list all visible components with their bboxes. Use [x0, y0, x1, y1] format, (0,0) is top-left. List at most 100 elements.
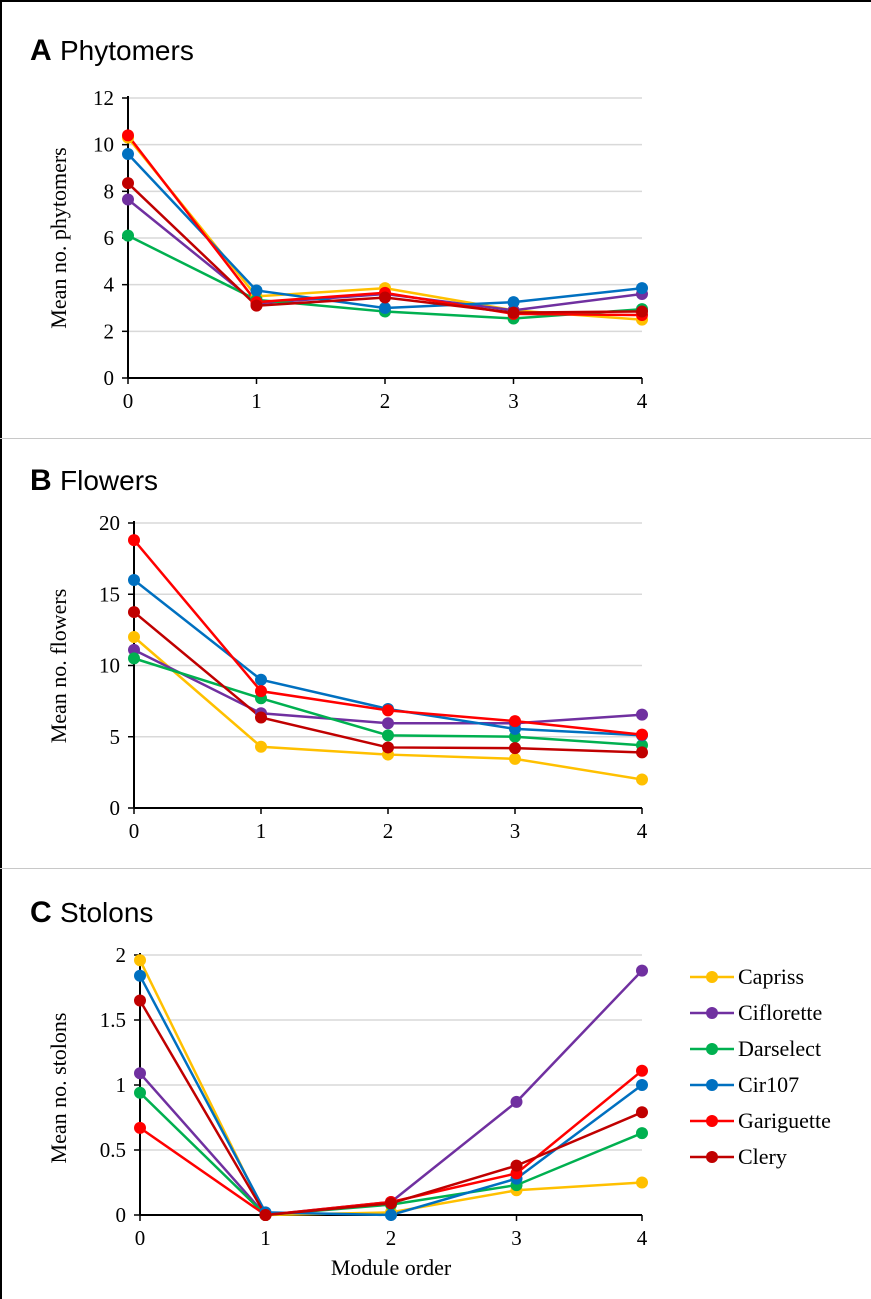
data-point-clery	[250, 299, 263, 312]
data-point-ciflorette	[636, 708, 648, 721]
y-tick-label: 20	[99, 511, 120, 535]
data-point-ciflorette	[128, 643, 140, 656]
y-tick-label: 0.5	[100, 1138, 126, 1162]
panel-letter: B	[30, 464, 52, 497]
y-tick-label: 1	[116, 1073, 127, 1097]
y-axis-label: Mean no. phytomers	[46, 147, 71, 328]
x-tick-label: 3	[508, 389, 519, 413]
x-tick-label: 4	[637, 1226, 648, 1250]
data-point-clery	[259, 1209, 272, 1221]
data-point-gariguette	[636, 728, 648, 741]
data-point-clery	[128, 606, 140, 619]
y-axis-label: Mean no. flowers	[46, 589, 71, 744]
data-point-capriss	[134, 954, 146, 967]
data-point-capriss	[636, 773, 648, 786]
panel-title: Phytomers	[60, 35, 194, 66]
legend-label: Gariguette	[738, 1108, 831, 1133]
data-point-gariguette	[128, 534, 140, 547]
data-point-cir107	[128, 574, 140, 586]
panel-letter: C	[30, 896, 52, 929]
data-point-ciflorette	[122, 193, 134, 206]
data-point-ciflorette	[382, 717, 394, 730]
y-tick-label: 10	[93, 133, 114, 157]
data-point-cir107	[250, 284, 263, 297]
x-tick-label: 4	[637, 389, 648, 413]
x-tick-label: 1	[260, 1226, 271, 1250]
legend-label: Capriss	[738, 964, 804, 989]
data-point-clery	[385, 1197, 397, 1210]
y-tick-label: 5	[110, 725, 121, 749]
y-tick-label: 2	[116, 943, 127, 967]
series-line-gariguette	[139, 1069, 643, 1217]
y-tick-label: 15	[99, 582, 120, 606]
legend-label: Ciflorette	[738, 1000, 822, 1025]
data-point-capriss	[509, 752, 521, 765]
data-point-cir107	[122, 148, 134, 160]
x-tick-label: 3	[510, 819, 521, 843]
data-point-clery	[255, 711, 267, 724]
data-point-darselect	[382, 729, 394, 742]
data-point-gariguette	[255, 685, 267, 698]
data-point-capriss	[255, 740, 267, 753]
panel-divider	[0, 438, 871, 439]
panel-letter: A	[30, 34, 52, 67]
y-axis-label: Mean no. stolons	[46, 1013, 71, 1164]
data-point-cir107	[636, 282, 648, 295]
data-point-gariguette	[636, 1064, 648, 1077]
x-tick-label: 0	[123, 389, 134, 413]
data-point-capriss	[636, 1176, 648, 1189]
legend-marker	[706, 971, 718, 983]
data-point-gariguette	[509, 715, 521, 728]
data-point-ciflorette	[636, 964, 648, 977]
data-point-cir107	[255, 673, 267, 686]
data-point-darselect	[636, 1127, 648, 1140]
y-tick-label: 0	[110, 796, 121, 820]
legend-marker	[706, 1079, 718, 1091]
data-point-cir107	[385, 1209, 397, 1221]
panel-title: Stolons	[60, 897, 153, 928]
x-tick-label: 0	[135, 1226, 146, 1250]
y-tick-label: 0	[116, 1203, 127, 1227]
data-point-darselect	[134, 1086, 146, 1099]
x-tick-label: 2	[383, 819, 394, 843]
y-tick-label: 1.5	[100, 1008, 126, 1032]
x-tick-label: 2	[386, 1226, 397, 1250]
x-tick-label: 4	[637, 819, 648, 843]
legend-marker	[706, 1151, 718, 1163]
panel-title: Flowers	[60, 465, 158, 496]
data-point-cir107	[507, 296, 520, 309]
legend-label: Clery	[738, 1144, 787, 1169]
x-tick-label: 1	[256, 819, 267, 843]
data-point-gariguette	[134, 1121, 146, 1134]
data-point-clery	[379, 291, 391, 304]
x-tick-label: 0	[129, 819, 140, 843]
data-point-gariguette	[382, 704, 394, 717]
legend-marker	[706, 1043, 718, 1055]
data-point-clery	[636, 746, 648, 759]
y-tick-label: 4	[104, 273, 115, 297]
y-tick-label: 8	[104, 179, 115, 203]
y-tick-label: 10	[99, 654, 120, 678]
data-point-ciflorette	[134, 1067, 146, 1080]
legend-label: Cir107	[738, 1072, 799, 1097]
data-point-clery	[134, 994, 146, 1007]
y-tick-label: 6	[104, 226, 115, 250]
y-tick-label: 2	[104, 319, 115, 343]
legend-marker	[706, 1115, 718, 1127]
data-point-gariguette	[122, 129, 134, 142]
data-point-darselect	[128, 652, 140, 665]
data-point-clery	[382, 741, 394, 754]
y-tick-label: 0	[104, 366, 115, 390]
legend-label: Darselect	[738, 1036, 821, 1061]
data-point-cir107	[636, 1079, 648, 1091]
x-tick-label: 1	[251, 389, 262, 413]
data-point-clery	[122, 177, 134, 190]
legend-marker	[706, 1007, 718, 1019]
data-point-clery	[636, 305, 648, 318]
x-tick-label: 3	[511, 1226, 522, 1250]
series-line-capriss	[138, 959, 643, 1217]
data-point-capriss	[128, 631, 140, 643]
data-point-clery	[510, 1159, 523, 1172]
